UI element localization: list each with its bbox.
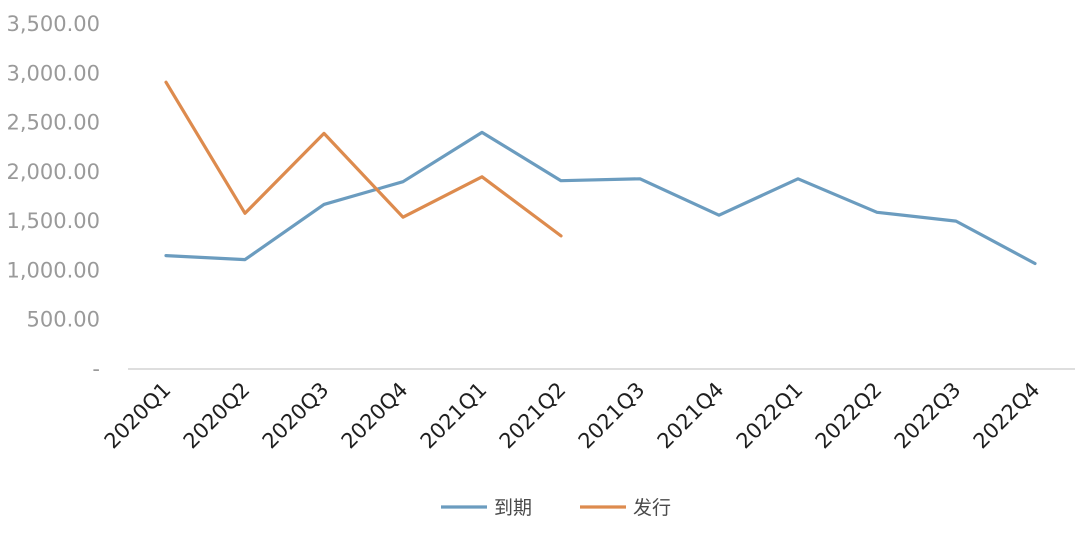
x-tick-label: 2021Q1 [416, 378, 492, 454]
y-tick-label: 2,000.00 [6, 160, 100, 184]
series-line [164, 130, 1037, 266]
x-tick-label: 2020Q4 [337, 378, 413, 454]
series-layer [164, 80, 1037, 266]
legend-label: 到期 [494, 497, 532, 519]
x-tick-label: 2021Q2 [495, 378, 571, 454]
legend: 到期 发行 [441, 497, 671, 519]
x-tick-label: 2021Q3 [574, 378, 650, 454]
y-tick-label: 3,000.00 [6, 61, 100, 85]
legend-label: 发行 [633, 497, 671, 519]
y-tick-label: 1,000.00 [6, 258, 100, 282]
x-tick-label: 2022Q1 [732, 378, 808, 454]
x-tick-label: 2020Q1 [100, 378, 176, 454]
x-tick-label: 2022Q4 [969, 378, 1045, 454]
y-tick-label: 3,500.00 [6, 12, 100, 36]
x-axis: 2020Q1 2020Q2 2020Q3 2020Q4 2021Q1 2021Q2 2021… [100, 368, 1075, 454]
series-line [164, 80, 563, 238]
x-tick-label: 2021Q4 [653, 378, 729, 454]
x-tick-label: 2020Q2 [179, 378, 255, 454]
x-tick-label: 2022Q2 [811, 378, 887, 454]
y-axis: - 500.00 1,000.00 1,500.00 2,000.00 2,500.00 3… [6, 12, 100, 381]
x-tick-label: 2022Q3 [890, 378, 966, 454]
y-tick-label: - [92, 357, 100, 381]
x-tick-label: 2020Q3 [258, 378, 334, 454]
y-tick-label: 1,500.00 [6, 209, 100, 233]
y-tick-label: 500.00 [27, 308, 100, 332]
y-tick-label: 2,500.00 [6, 111, 100, 135]
